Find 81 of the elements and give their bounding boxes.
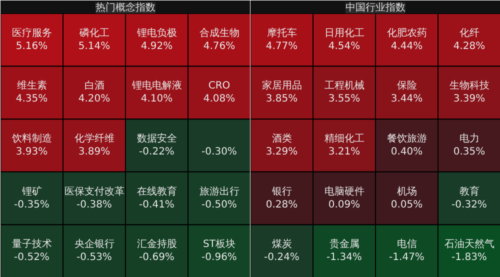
category-label: 数据安全	[136, 132, 177, 144]
data-label: -0.38%	[76, 199, 112, 210]
data-label: 4.44%	[390, 40, 423, 52]
data-label: -0.24%	[264, 252, 300, 264]
data-label: -0.53%	[76, 252, 112, 264]
data-label: 3.44%	[390, 94, 423, 105]
category-label: 锂电负极	[136, 26, 177, 39]
data-label: -0.35%	[14, 199, 50, 210]
data-label: 3.29%	[266, 146, 298, 158]
data-label: -0.30%	[202, 146, 237, 158]
data-label: 0.05%	[390, 199, 423, 210]
category-label: 汇金持股	[136, 238, 177, 250]
data-label: 3.93%	[16, 146, 48, 158]
data-label: 0.09%	[328, 199, 360, 210]
data-label: -1.47%	[389, 252, 424, 264]
data-label: 3.55%	[328, 94, 360, 105]
data-label: -0.52%	[14, 252, 50, 264]
category-label: 量子技术	[12, 238, 52, 250]
data-label: 5.16%	[16, 40, 48, 52]
data-label: -0.32%	[452, 199, 487, 210]
data-label: -0.41%	[139, 199, 174, 210]
data-label: -0.22%	[139, 146, 174, 158]
data-label: -1.83%	[452, 252, 487, 264]
category-label: 摩托车	[266, 26, 297, 39]
category-label: 生物科技	[449, 80, 490, 92]
category-label: 化纤	[459, 26, 480, 39]
category-label: 工程机械	[324, 80, 364, 92]
data-label: 3.85%	[266, 94, 298, 105]
category-label: 电信	[396, 238, 417, 250]
data-label: -1.34%	[326, 252, 362, 264]
category-label: 央企银行	[74, 238, 114, 250]
data-label: -0.69%	[139, 252, 174, 264]
data-label: -0.96%	[202, 252, 237, 264]
data-label: 0.40%	[390, 146, 423, 158]
category-label: 维生素	[16, 80, 47, 92]
category-label: 石油天然气	[444, 238, 494, 250]
category-label: 贵金属	[329, 238, 360, 250]
data-label: 4.10%	[140, 94, 173, 105]
category-label: 机场	[396, 185, 417, 198]
category-label: 医保支付改革	[64, 185, 124, 198]
data-label: 4.08%	[203, 94, 236, 105]
data-label: 0.35%	[453, 146, 486, 158]
data-label: 3.21%	[328, 146, 360, 158]
category-label: 家居用品	[262, 80, 302, 92]
category-label: 精细化工	[324, 132, 364, 144]
data-label: 4.76%	[203, 40, 236, 52]
category-label: 保险	[396, 80, 417, 92]
category-label: 餐饮旅游	[386, 132, 427, 144]
category-label: 锂矿	[20, 185, 42, 198]
data-label: 4.35%	[16, 94, 48, 105]
category-label: ST板块	[203, 238, 236, 250]
category-label: 合成生物	[199, 26, 240, 39]
category-label: 在线教育	[136, 185, 177, 198]
data-label: 4.54%	[328, 40, 360, 52]
data-label: 4.77%	[266, 40, 298, 52]
category-label: 白酒	[84, 80, 104, 92]
category-label: 日用化工	[324, 26, 364, 39]
data-label: 4.28%	[453, 40, 486, 52]
category-label: 医疗服务	[12, 26, 52, 39]
data-label: 0.28%	[266, 199, 298, 210]
data-label: 4.92%	[140, 40, 173, 52]
data-label: 4.20%	[78, 94, 110, 105]
category-label: 饮料制造	[10, 132, 52, 144]
category-label: 旅游出行	[199, 185, 240, 198]
category-label: 煤炭	[272, 238, 292, 250]
data-label: 3.89%	[78, 146, 110, 158]
data-label: -0.50%	[202, 199, 237, 210]
category-label: 电力	[459, 132, 480, 144]
category-label: 磷化工	[78, 26, 110, 39]
category-label: 化学纤维	[74, 132, 114, 144]
category-label: 锂电电解液	[130, 80, 182, 92]
category-label: 教育	[459, 185, 480, 198]
category-label: 酒类	[272, 132, 292, 144]
category-label: 银行	[270, 186, 292, 198]
category-label: CRO	[208, 80, 230, 92]
text: 中国行业指数	[346, 2, 406, 14]
data-label: 3.39%	[453, 94, 486, 105]
data-label: 5.14%	[78, 40, 110, 52]
text: 热门概念指数	[96, 2, 156, 14]
category-label: 化肥农药	[386, 26, 427, 39]
category-label: 电脑硬件	[324, 185, 364, 198]
